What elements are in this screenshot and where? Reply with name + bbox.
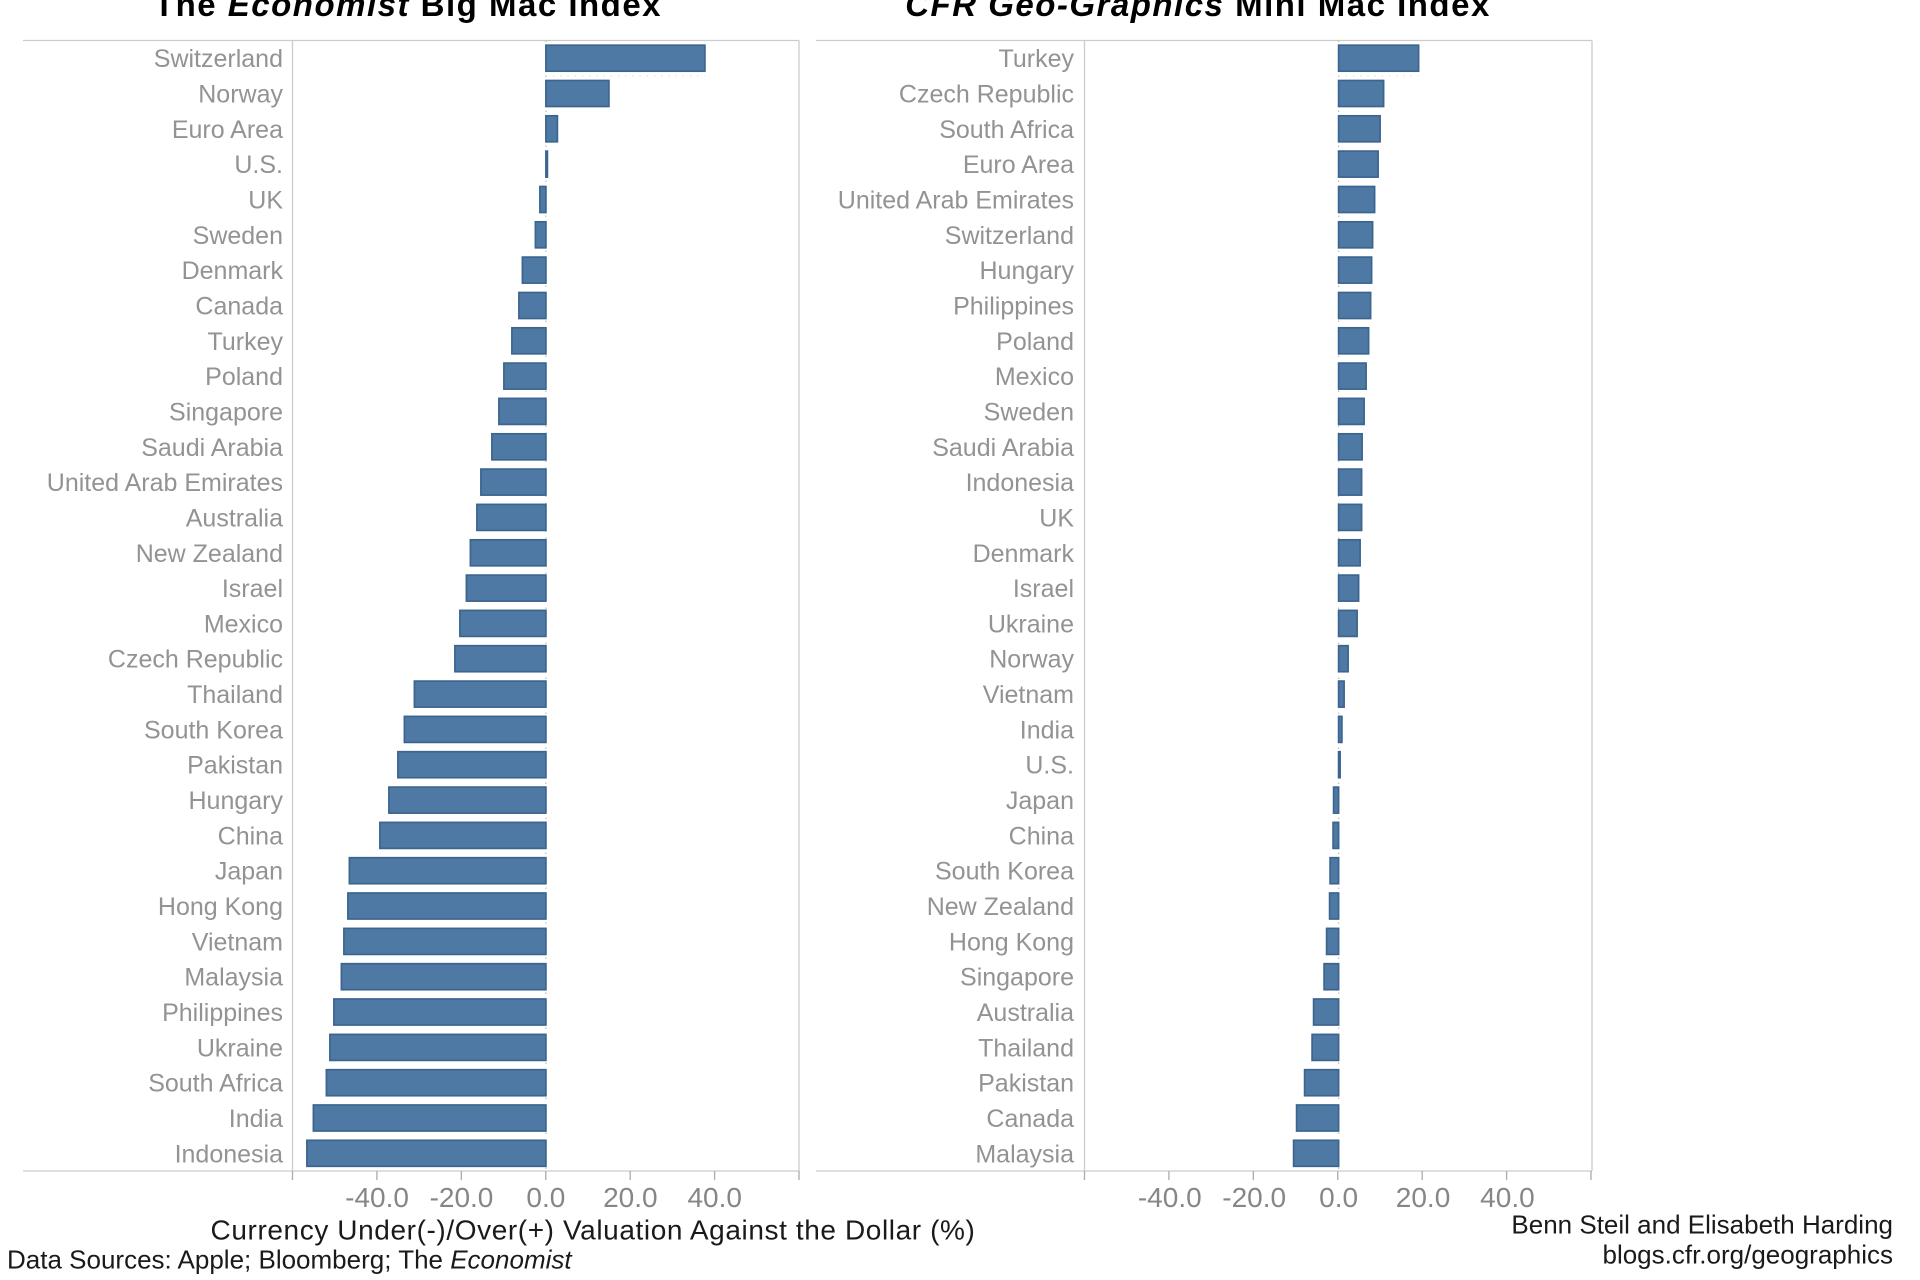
svg-text:Turkey: Turkey (999, 45, 1075, 73)
svg-text:Ukraine: Ukraine (197, 1034, 283, 1062)
svg-text:Vietnam: Vietnam (983, 681, 1074, 709)
svg-text:0.0: 0.0 (526, 1182, 565, 1213)
svg-text:Norway: Norway (198, 81, 283, 109)
svg-text:Mexico: Mexico (204, 610, 283, 638)
svg-text:Israel: Israel (1013, 575, 1074, 603)
svg-text:Pakistan: Pakistan (978, 1070, 1074, 1098)
svg-text:Norway: Norway (989, 646, 1074, 674)
svg-text:Sweden: Sweden (193, 222, 283, 250)
svg-text:Philippines: Philippines (162, 999, 283, 1027)
svg-text:-20.0: -20.0 (430, 1182, 494, 1213)
svg-text:Japan: Japan (1006, 787, 1074, 815)
svg-text:Mexico: Mexico (995, 363, 1074, 391)
svg-text:Turkey: Turkey (208, 328, 284, 356)
svg-text:Australia: Australia (186, 504, 283, 532)
svg-text:Saudi Arabia: Saudi Arabia (141, 434, 283, 462)
svg-text:Malaysia: Malaysia (184, 964, 283, 992)
svg-text:Hungary: Hungary (980, 257, 1075, 285)
svg-text:CFR Geo-Graphics Mini Mac Inde: CFR Geo-Graphics Mini Mac Index (905, 0, 1491, 23)
svg-text:Data Sources: Apple; Bloomberg: Data Sources: Apple; Bloomberg; The Econ… (7, 1245, 573, 1275)
svg-text:Switzerland: Switzerland (154, 45, 283, 73)
svg-text:Ukraine: Ukraine (988, 610, 1074, 638)
svg-text:40.0: 40.0 (1480, 1182, 1535, 1213)
svg-text:Denmark: Denmark (973, 540, 1075, 568)
svg-text:New Zealand: New Zealand (136, 540, 283, 568)
svg-text:0.0: 0.0 (1319, 1182, 1358, 1213)
svg-text:Pakistan: Pakistan (187, 752, 283, 780)
svg-text:India: India (229, 1105, 283, 1133)
svg-text:UK: UK (248, 187, 283, 215)
svg-text:China: China (1009, 822, 1074, 850)
svg-text:UK: UK (1039, 504, 1074, 532)
svg-text:Canada: Canada (195, 293, 283, 321)
svg-text:Singapore: Singapore (960, 964, 1074, 992)
svg-text:Euro Area: Euro Area (963, 151, 1074, 179)
svg-text:40.0: 40.0 (687, 1182, 742, 1213)
svg-text:Benn Steil and Elisabeth Hardi: Benn Steil and Elisabeth Harding (1511, 1210, 1893, 1240)
svg-text:-40.0: -40.0 (345, 1182, 409, 1213)
svg-text:Vietnam: Vietnam (192, 928, 283, 956)
svg-text:Sweden: Sweden (984, 398, 1074, 426)
svg-text:India: India (1020, 716, 1074, 744)
svg-text:-40.0: -40.0 (1138, 1182, 1202, 1213)
svg-text:Switzerland: Switzerland (945, 222, 1074, 250)
svg-text:Malaysia: Malaysia (975, 1140, 1074, 1168)
svg-text:China: China (218, 822, 283, 850)
svg-text:blogs.cfr.org/geographics: blogs.cfr.org/geographics (1602, 1240, 1893, 1270)
svg-text:Currency Under(-)/Over(+) Valu: Currency Under(-)/Over(+) Valuation Agai… (211, 1215, 976, 1246)
svg-text:Denmark: Denmark (182, 257, 284, 285)
svg-text:United Arab Emirates: United Arab Emirates (838, 187, 1074, 215)
svg-text:Czech Republic: Czech Republic (899, 81, 1074, 109)
svg-text:United Arab Emirates: United Arab Emirates (47, 469, 283, 497)
svg-text:Australia: Australia (977, 999, 1074, 1027)
svg-text:Hong Kong: Hong Kong (949, 928, 1074, 956)
svg-text:Czech Republic: Czech Republic (108, 646, 283, 674)
svg-text:Canada: Canada (986, 1105, 1074, 1133)
svg-text:20.0: 20.0 (603, 1182, 658, 1213)
svg-text:Indonesia: Indonesia (175, 1140, 284, 1168)
svg-text:Hungary: Hungary (189, 787, 284, 815)
svg-text:U.S.: U.S. (234, 151, 283, 179)
svg-text:Thailand: Thailand (187, 681, 283, 709)
svg-text:Indonesia: Indonesia (966, 469, 1075, 497)
svg-text:South Korea: South Korea (144, 716, 283, 744)
svg-text:20.0: 20.0 (1396, 1182, 1451, 1213)
svg-text:Thailand: Thailand (978, 1034, 1074, 1062)
svg-text:Japan: Japan (215, 858, 283, 886)
svg-text:U.S.: U.S. (1025, 752, 1074, 780)
svg-text:Hong Kong: Hong Kong (158, 893, 283, 921)
svg-text:Israel: Israel (222, 575, 283, 603)
svg-text:Singapore: Singapore (169, 398, 283, 426)
svg-text:Philippines: Philippines (953, 293, 1074, 321)
svg-text:South Africa: South Africa (939, 116, 1074, 144)
svg-text:Poland: Poland (205, 363, 283, 391)
svg-text:-20.0: -20.0 (1222, 1182, 1286, 1213)
svg-text:Poland: Poland (996, 328, 1074, 356)
svg-text:Euro Area: Euro Area (172, 116, 283, 144)
svg-text:New Zealand: New Zealand (927, 893, 1074, 921)
svg-text:The Economist Big Mac Index: The Economist Big Mac Index (154, 0, 662, 23)
svg-text:Saudi Arabia: Saudi Arabia (932, 434, 1074, 462)
svg-text:South Africa: South Africa (148, 1070, 283, 1098)
svg-text:South Korea: South Korea (935, 858, 1074, 886)
